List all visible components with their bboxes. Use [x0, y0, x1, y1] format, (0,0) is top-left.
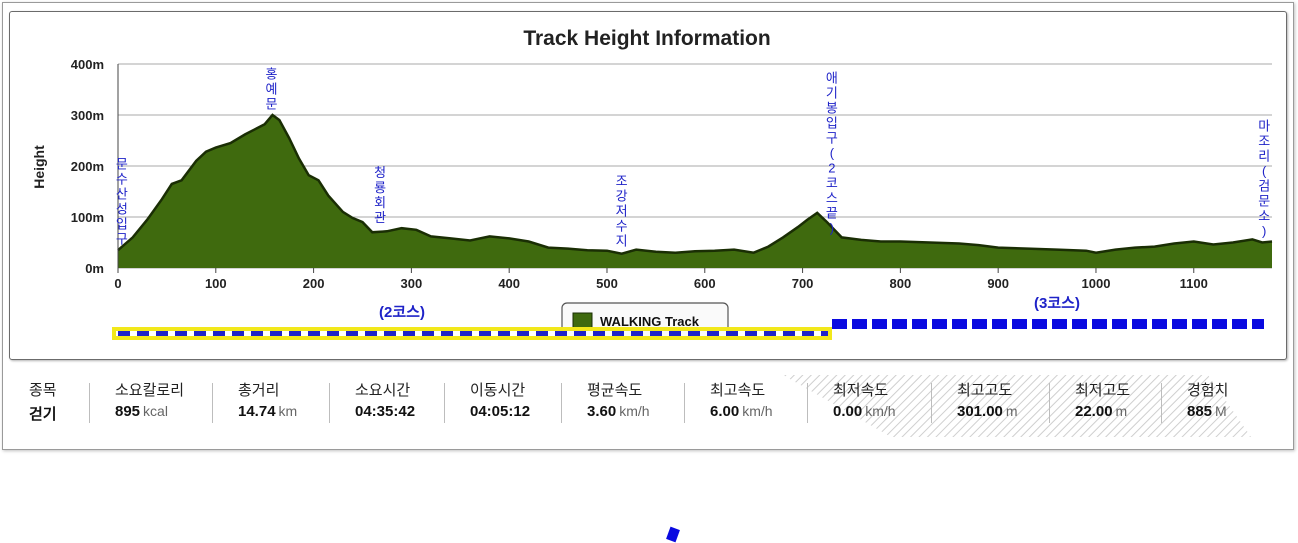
x-tick-label: 400 [498, 276, 520, 291]
y-tick-label: 400m [71, 57, 104, 72]
course-2-highlight [112, 327, 832, 340]
stat-unit: km/h [619, 403, 650, 419]
course-2-label: (2코스) [379, 304, 425, 321]
stat-label: 경험치 [1187, 382, 1229, 399]
stat-value: 885 M [1187, 403, 1227, 420]
chart-panel: Track Height Information Height 0m 100m 20… [9, 11, 1287, 360]
stat-unit: kcal [143, 403, 168, 419]
blue-marker [666, 526, 680, 543]
stat-label: 최고속도 [710, 382, 766, 399]
axes: 0m 100m 200m 300m 400m 0 100 200 300 400 500 600 700… [71, 57, 1208, 291]
y-tick-label: 300m [71, 108, 104, 123]
x-tick-label: 1100 [1180, 276, 1208, 291]
annotation-label: 애 기 봉 입 구(2 코 스 끝) [826, 70, 838, 235]
legend-label[interactable]: WALKING Track [600, 314, 700, 329]
stat-value: 04:35:42 [355, 403, 415, 420]
x-tick-label: 700 [792, 276, 814, 291]
track-info-frame: Track Height Information Height 0m 100m 20… [2, 2, 1294, 450]
stat-value: 6.00 km/h [710, 403, 773, 420]
stat-value: 895 kcal [115, 403, 168, 420]
stat-separator [89, 383, 90, 423]
x-tick-label: 100 [205, 276, 227, 291]
stat-number: 895 [115, 403, 141, 420]
stat-unit: m [1005, 403, 1018, 419]
course-bars: (2코스) (3코스) [112, 295, 1264, 340]
stat-number: 3.60 [587, 403, 617, 420]
y-axis-label: Height [31, 145, 47, 189]
stat-number: 04:35:42 [355, 403, 416, 420]
stat-unit: km/h [742, 403, 773, 419]
stat-unit: m [1115, 403, 1128, 419]
stat-label: 평균속도 [587, 382, 643, 399]
stat-number: 6.00 [710, 403, 740, 420]
stat-unit: km/h [865, 403, 896, 419]
stat-label: 총거리 [238, 382, 280, 399]
legend[interactable]: WALKING Track [561, 302, 729, 340]
stat-unit: km [278, 403, 298, 419]
stat-separator [444, 383, 445, 423]
x-tick-label: 1000 [1082, 276, 1111, 291]
stat-number: 22.00 [1075, 403, 1113, 420]
stat-value: 걷기 [29, 403, 57, 424]
x-tick-label: 0 [114, 276, 121, 291]
elevation-area [118, 115, 1272, 268]
elevation-line [117, 113, 1273, 255]
stat-label: 이동시간 [470, 382, 526, 399]
x-tick-label: 800 [890, 276, 912, 291]
x-tick-label: 500 [596, 276, 618, 291]
x-tick-label: 600 [694, 276, 716, 291]
stat-value: 301.00 m [957, 403, 1018, 420]
stat-label: 최고고도 [957, 382, 1013, 399]
area-series [117, 113, 1273, 268]
annotation-label: 마 조 리(검 문 소) [1258, 118, 1270, 238]
stat-separator [931, 383, 932, 423]
stat-number: 걷기 [29, 406, 57, 423]
x-tick-label: 900 [987, 276, 1009, 291]
stat-label: 최저속도 [833, 382, 889, 399]
x-tick-label: 300 [401, 276, 423, 291]
height-chart: Track Height Information Height 0m 100m 20… [31, 27, 1273, 340]
stat-separator [1049, 383, 1050, 423]
stat-number: 14.74 [238, 403, 276, 420]
chart-title: Track Height Information [523, 27, 770, 50]
stat-separator [807, 383, 808, 423]
stat-value: 3.60 km/h [587, 403, 650, 420]
stat-separator [212, 383, 213, 423]
y-tick-label: 0m [85, 261, 104, 276]
stat-label: 종목 [29, 382, 57, 399]
stat-value: 0.00 km/h [833, 403, 896, 420]
stat-label: 최저고도 [1075, 382, 1131, 399]
course-3-label: (3코스) [1034, 295, 1080, 312]
stat-number: 301.00 [957, 403, 1003, 420]
annotations: 문 수 산 성 입 구 홍 예 문청 룡 회 관 조 강 저 수 지 애 기 봉 입 구(2 코 스 끝) 마 조 리(검 문 소) [116, 66, 1270, 248]
stats-hatch [783, 375, 1251, 437]
stat-number: 0.00 [833, 403, 863, 420]
stat-number: 885 [1187, 403, 1213, 420]
stat-separator [1161, 383, 1162, 423]
stat-value: 22.00 m [1075, 403, 1127, 420]
stat-value: 14.74 km [238, 403, 297, 420]
stat-unit: M [1215, 403, 1227, 419]
stat-label: 소요시간 [355, 382, 411, 399]
stat-separator [684, 383, 685, 423]
stat-separator [561, 383, 562, 423]
stat-label: 소요칼로리 [115, 382, 185, 399]
stat-number: 04:05:12 [470, 403, 531, 420]
y-tick-label: 100m [71, 210, 104, 225]
y-tick-label: 200m [71, 159, 104, 174]
stat-value: 04:05:12 [470, 403, 530, 420]
x-tick-label: 200 [303, 276, 325, 291]
stat-separator [329, 383, 330, 423]
